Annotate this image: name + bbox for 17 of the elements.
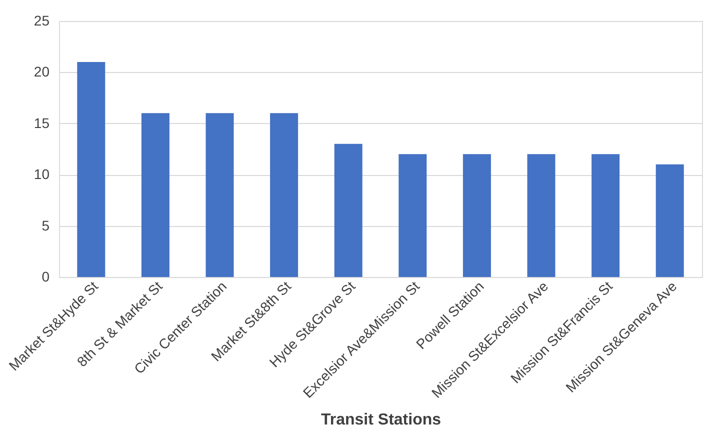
x-axis-title: Transit Stations xyxy=(320,411,442,428)
bar xyxy=(206,113,234,277)
y-tick-label: 25 xyxy=(34,12,50,28)
bar xyxy=(656,164,684,277)
bar xyxy=(77,62,106,277)
bar xyxy=(462,154,491,277)
bar xyxy=(270,113,298,277)
y-tick-label: 20 xyxy=(34,64,50,80)
bar xyxy=(141,113,170,277)
y-tick-label: 5 xyxy=(42,217,50,234)
y-tick-label: 15 xyxy=(34,114,50,131)
bar xyxy=(334,144,362,277)
bar xyxy=(527,154,556,277)
y-tick-label: 0 xyxy=(42,268,50,284)
y-tick-label: 10 xyxy=(34,166,50,182)
bar xyxy=(398,154,427,277)
bar xyxy=(592,154,620,277)
